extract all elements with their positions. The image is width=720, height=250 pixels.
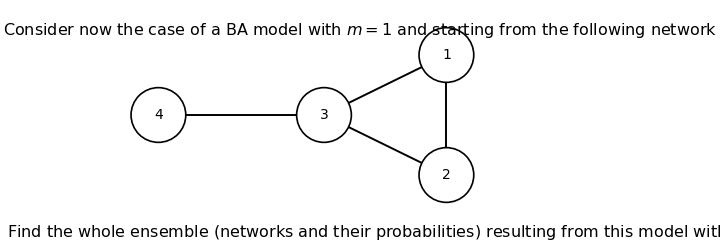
Text: 1: 1 <box>442 48 451 62</box>
Ellipse shape <box>297 88 351 142</box>
Text: Find the whole ensemble (networks and their probabilities) resulting from this m: Find the whole ensemble (networks and th… <box>7 223 720 242</box>
Text: 4: 4 <box>154 108 163 122</box>
Text: 2: 2 <box>442 168 451 182</box>
Ellipse shape <box>419 28 474 82</box>
Ellipse shape <box>419 148 474 202</box>
Text: 3: 3 <box>320 108 328 122</box>
Text: Consider now the case of a BA model with $m = 1$ and starting from the following: Consider now the case of a BA model with… <box>3 20 717 40</box>
Ellipse shape <box>131 88 186 142</box>
